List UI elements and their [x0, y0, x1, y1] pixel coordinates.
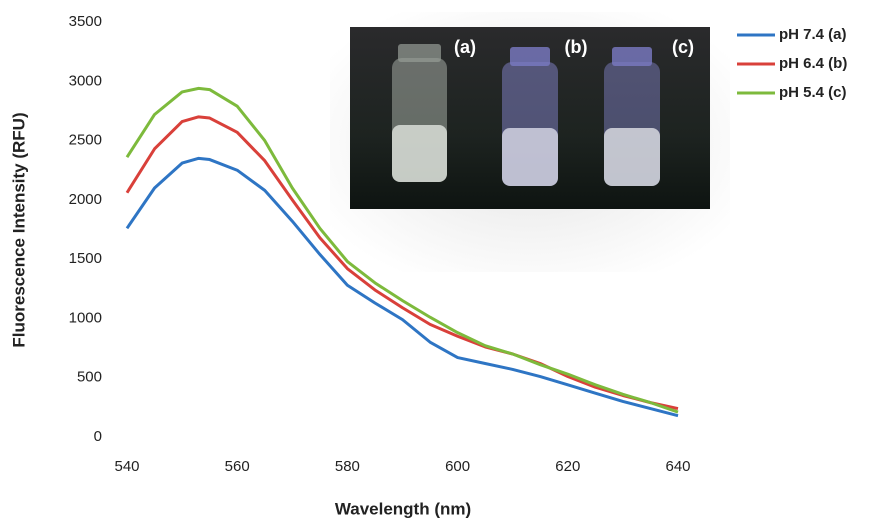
- x-tick-label: 580: [335, 458, 360, 475]
- legend-label: pH 7.4 (a): [779, 26, 847, 43]
- x-tick-label: 540: [114, 458, 139, 475]
- inset-photo: [330, 12, 730, 272]
- x-tick-label: 560: [225, 458, 250, 475]
- y-tick-label: 0: [94, 428, 102, 445]
- x-tick-label: 600: [445, 458, 470, 475]
- y-tick-label: 2500: [69, 132, 102, 149]
- inset-label: (b): [565, 37, 588, 57]
- inset-label: (c): [672, 37, 694, 57]
- y-tick-label: 1000: [69, 309, 102, 326]
- x-axis-label: Wavelength (nm): [335, 499, 471, 518]
- x-tick-label: 620: [555, 458, 580, 475]
- inset-label: (a): [454, 37, 476, 57]
- y-tick-label: 3500: [69, 13, 102, 30]
- y-axis-label: Fluorescence Intensity (RFU): [9, 112, 28, 347]
- y-tick-label: 1500: [69, 250, 102, 267]
- line-series: [125, 86, 679, 414]
- legend-label: pH 6.4 (b): [779, 55, 847, 72]
- line-series: [125, 156, 679, 418]
- y-tick-label: 2000: [69, 191, 102, 208]
- legend-label: pH 5.4 (c): [779, 84, 847, 101]
- y-tick-label: 500: [77, 369, 102, 386]
- x-tick-label: 640: [665, 458, 690, 475]
- line-series: [125, 115, 679, 411]
- y-tick-label: 3000: [69, 72, 102, 89]
